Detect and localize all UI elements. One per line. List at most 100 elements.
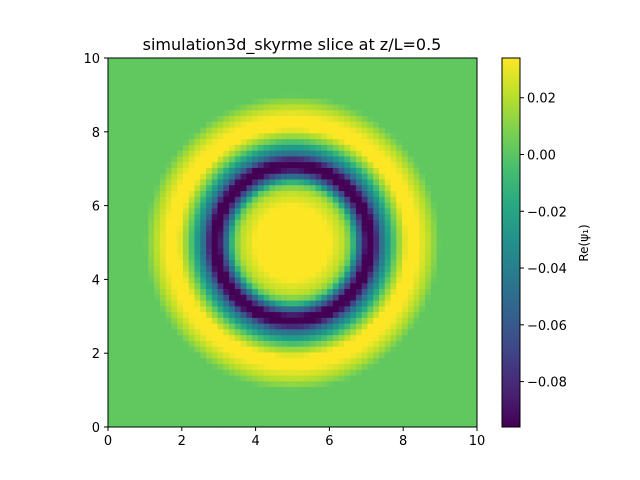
heatmap-cell (402, 104, 409, 111)
heatmap-cell (332, 92, 340, 99)
heatmap-cell (361, 403, 368, 411)
heatmap-cell (275, 81, 282, 88)
heatmap-cell (430, 144, 438, 151)
heatmap-cell (390, 363, 397, 370)
heatmap-cell (436, 132, 443, 140)
heatmap-cell (182, 138, 190, 145)
heatmap-cell (309, 207, 316, 215)
heatmap-cell (269, 75, 276, 82)
heatmap-cell (200, 127, 207, 134)
heatmap-cell (292, 294, 299, 301)
heatmap-cell (332, 219, 340, 226)
heatmap-cell (465, 63, 472, 70)
heatmap-cell (309, 254, 316, 261)
heatmap-cell (436, 81, 443, 88)
heatmap-cell (223, 150, 230, 157)
heatmap-cell (413, 230, 420, 238)
heatmap-cell (309, 161, 316, 168)
heatmap-cell (206, 369, 213, 376)
heatmap-cell (229, 340, 236, 347)
heatmap-cell (321, 323, 328, 330)
heatmap-cell (373, 375, 380, 382)
heatmap-cell (286, 92, 293, 99)
heatmap-cell (448, 415, 455, 422)
heatmap-cell (465, 138, 472, 145)
heatmap-cell (240, 352, 247, 359)
heatmap-cell (338, 380, 345, 388)
heatmap-cell (188, 190, 195, 197)
heatmap-cell (200, 75, 207, 82)
heatmap-cell (338, 132, 345, 140)
heatmap-cell (182, 213, 190, 220)
heatmap-cell (378, 202, 386, 209)
heatmap-cell (361, 328, 368, 336)
heatmap-cell (223, 230, 230, 238)
heatmap-cell (327, 109, 334, 117)
heatmap-cell (246, 184, 253, 192)
heatmap-cell (327, 242, 334, 249)
heatmap-cell (154, 190, 161, 197)
plot-area (108, 58, 478, 428)
heatmap-cell (125, 421, 132, 428)
heatmap-cell (344, 115, 351, 122)
heatmap-cell (292, 259, 299, 266)
heatmap-cell (338, 305, 345, 313)
heatmap-cell (263, 230, 270, 238)
heatmap-cell (263, 277, 270, 284)
heatmap-cell (304, 398, 311, 405)
heatmap-cell (407, 398, 414, 405)
heatmap-cell (188, 259, 195, 266)
heatmap-cell (257, 161, 265, 168)
heatmap-cell (131, 121, 138, 128)
heatmap-cell (430, 248, 438, 255)
heatmap-cell (442, 386, 449, 393)
heatmap-cell (125, 219, 132, 226)
heatmap-cell (171, 415, 178, 422)
heatmap-cell (125, 161, 132, 168)
heatmap-cell (338, 225, 345, 232)
heatmap-cell (113, 254, 120, 261)
heatmap-cell (280, 398, 288, 405)
heatmap-cell (154, 352, 161, 359)
heatmap-cell (246, 334, 253, 341)
heatmap-cell (332, 323, 340, 330)
heatmap-cell (229, 190, 236, 197)
heatmap-cell (142, 150, 149, 157)
heatmap-cell (206, 311, 213, 318)
heatmap-cell (142, 346, 149, 353)
heatmap-cell (171, 248, 178, 255)
heatmap-cell (367, 190, 374, 197)
heatmap-cell (182, 265, 190, 272)
heatmap-cell (407, 248, 414, 255)
heatmap-cell (465, 300, 472, 307)
heatmap-cell (298, 230, 305, 238)
heatmap-cell (148, 254, 155, 261)
heatmap-cell (136, 248, 143, 255)
heatmap-cell (292, 328, 299, 336)
heatmap-cell (131, 415, 138, 422)
heatmap-cell (402, 294, 409, 301)
heatmap-cell (350, 311, 357, 318)
heatmap-cell (269, 196, 276, 203)
heatmap-cell (327, 167, 334, 174)
heatmap-cell (350, 403, 357, 411)
heatmap-cell (177, 265, 184, 272)
heatmap-cell (350, 161, 357, 168)
heatmap-cell (355, 236, 363, 243)
heatmap-cell (355, 173, 363, 180)
heatmap-cell (378, 150, 386, 157)
heatmap-cell (211, 98, 218, 105)
heatmap-cell (327, 294, 334, 301)
heatmap-cell (373, 121, 380, 128)
heatmap-cell (234, 317, 242, 324)
heatmap-cell (159, 86, 167, 93)
heatmap-cell (309, 156, 316, 163)
heatmap-cell (453, 213, 461, 220)
heatmap-cell (113, 98, 120, 105)
heatmap-cell (338, 317, 345, 324)
heatmap-cell (344, 150, 351, 157)
heatmap-cell (338, 352, 345, 359)
heatmap-cell (165, 271, 172, 278)
heatmap-cell (419, 115, 426, 122)
heatmap-cell (321, 346, 328, 353)
